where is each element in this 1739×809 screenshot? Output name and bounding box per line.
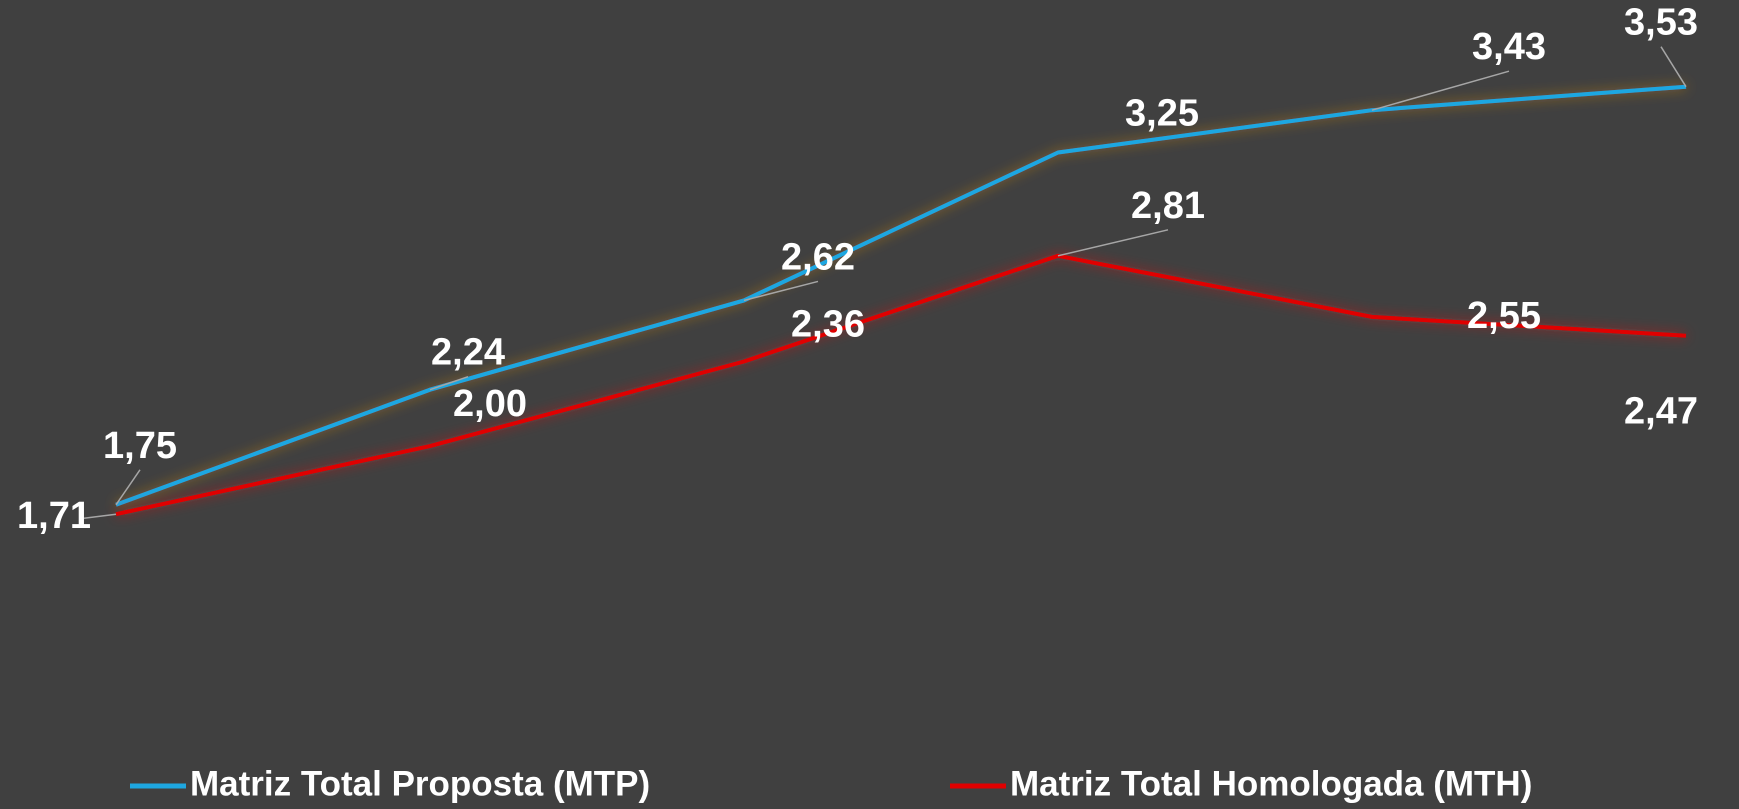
leader-line xyxy=(1660,46,1687,88)
data-label: 2,55 xyxy=(1467,295,1541,337)
data-label: 2,81 xyxy=(1131,185,1205,227)
data-label: 2,47 xyxy=(1624,391,1698,433)
leader-line xyxy=(429,376,469,391)
leader-line xyxy=(743,280,819,302)
legend-label: Matriz Total Proposta (MTP) xyxy=(190,764,650,803)
data-label: 3,53 xyxy=(1624,2,1698,44)
data-label: 2,24 xyxy=(431,332,505,374)
legend-label: Matriz Total Homologada (MTH) xyxy=(1010,764,1532,803)
data-label: 3,43 xyxy=(1472,26,1546,68)
leader-line xyxy=(83,513,117,519)
data-label: 2,36 xyxy=(791,304,865,346)
series-line xyxy=(115,253,1687,517)
data-label: 1,75 xyxy=(103,425,177,467)
leader-line xyxy=(1371,70,1510,111)
leader-line xyxy=(1057,229,1169,257)
data-label: 3,25 xyxy=(1125,92,1199,134)
leader-line xyxy=(115,469,141,506)
data-label: 2,00 xyxy=(453,383,527,425)
data-label: 1,71 xyxy=(17,495,91,537)
data-label: 2,62 xyxy=(781,236,855,278)
series-line xyxy=(115,84,1687,507)
